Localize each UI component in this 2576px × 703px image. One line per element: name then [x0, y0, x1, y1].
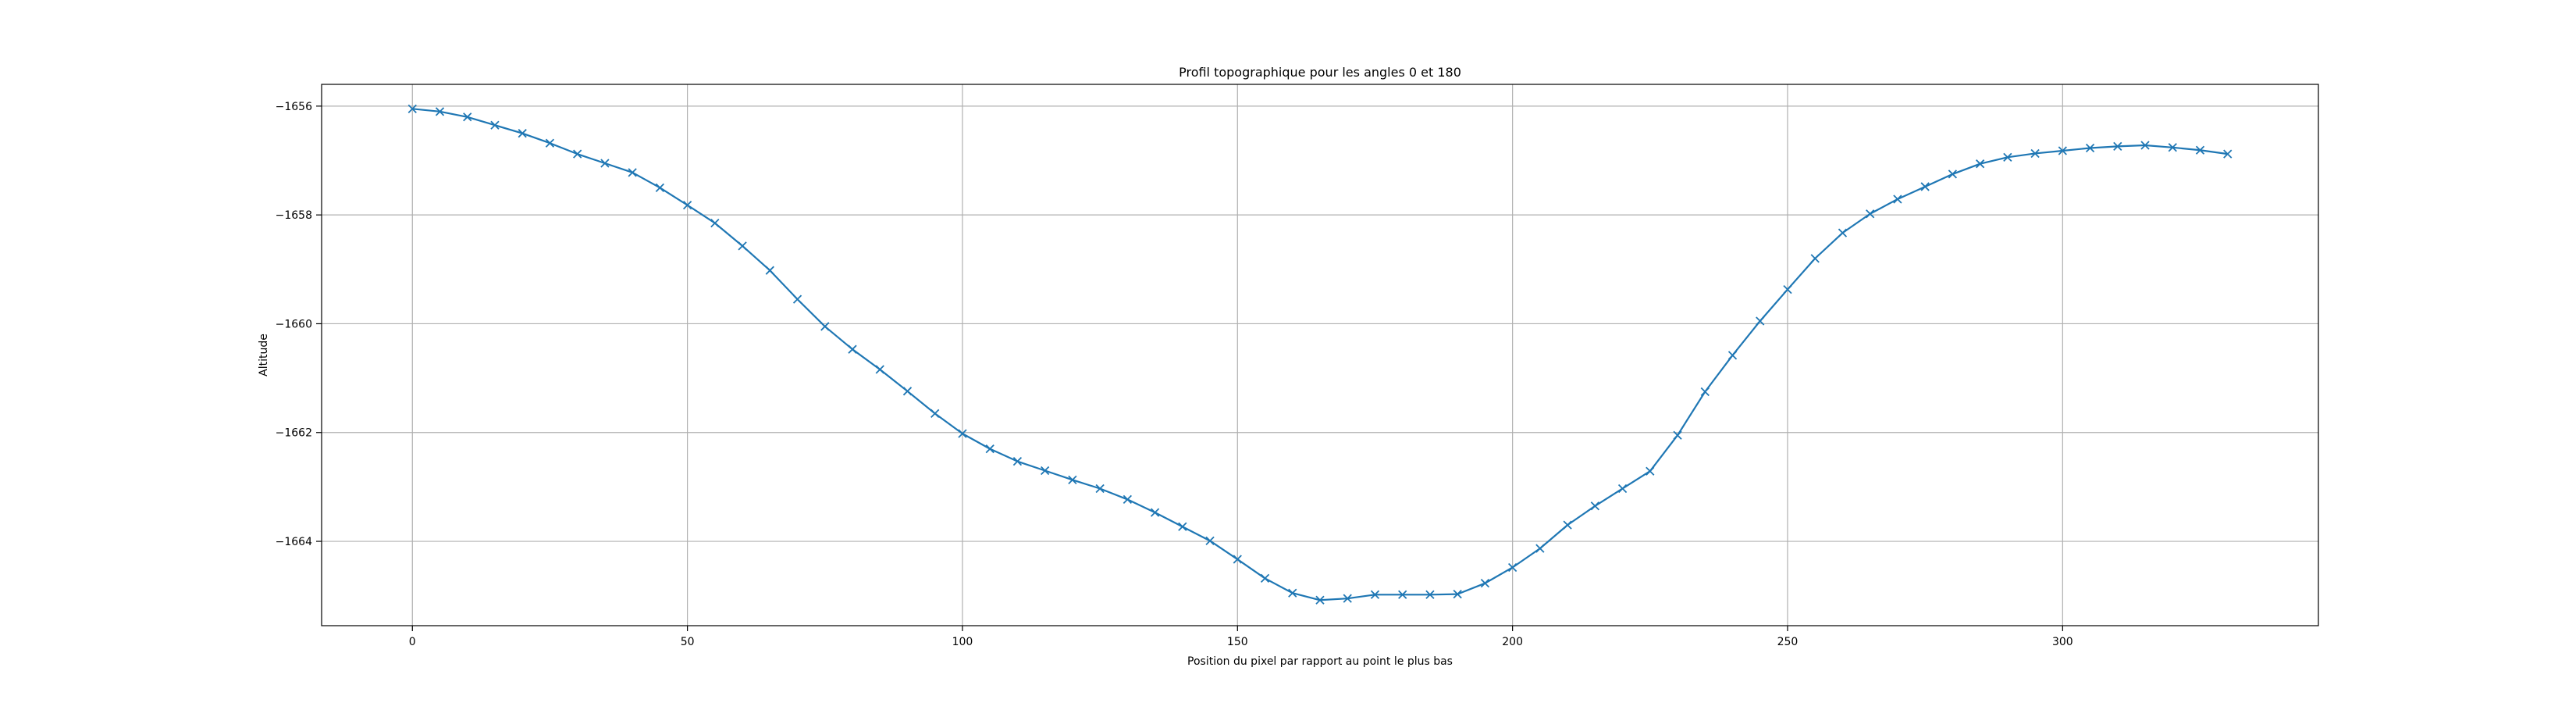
plot-frame [321, 84, 2319, 626]
data-point-marker [1700, 387, 1710, 397]
data-point-marker [792, 294, 802, 304]
data-point-marker [930, 409, 940, 419]
data-point-marker [958, 429, 967, 438]
data-point-marker [1893, 194, 1902, 204]
data-point-marker [463, 112, 472, 122]
x-tick-label: 200 [1502, 636, 1523, 648]
x-tick-label: 300 [2052, 636, 2073, 648]
grid [322, 84, 2318, 626]
data-point-marker [1150, 508, 1160, 517]
data-point-marker [1315, 595, 1325, 605]
data-point-marker [1727, 351, 1738, 360]
data-point-marker [1838, 228, 1848, 237]
data-point-marker [1123, 494, 1132, 505]
data-point-marker [1288, 588, 1297, 598]
data-point-marker [1646, 466, 1655, 476]
data-point-marker [738, 241, 747, 251]
data-point-marker [1535, 544, 1545, 553]
data-point-marker [1783, 284, 1792, 294]
data-point-marker [1975, 159, 1985, 169]
chart-title: Profil topographique pour les angles 0 e… [1179, 65, 1461, 80]
data-point-marker [1453, 589, 1462, 599]
series [407, 104, 2233, 605]
data-point-marker [1590, 501, 1599, 511]
data-point-marker [573, 149, 582, 159]
data-point-marker [2195, 145, 2205, 155]
data-point-marker [1480, 579, 1490, 588]
data-point-marker [2003, 152, 2012, 162]
data-point-marker [600, 159, 610, 168]
data-point-marker [1398, 590, 1407, 599]
data-point-marker [710, 218, 720, 228]
y-tick-label: −1660 [276, 318, 312, 330]
data-point-marker [1370, 590, 1380, 599]
data-point-marker [1617, 484, 1628, 494]
data-point-marker [1673, 430, 1682, 440]
data-point-marker [1205, 536, 1215, 545]
y-tick-label: −1658 [276, 209, 312, 222]
x-tick-label: 150 [1227, 636, 1248, 648]
data-point-marker [628, 168, 637, 177]
data-point-marker [1041, 466, 1050, 476]
x-tick-label: 0 [409, 636, 416, 648]
data-point-marker [1068, 475, 1077, 484]
data-point-marker [655, 183, 665, 192]
data-point-marker [2030, 148, 2040, 159]
data-point-marker [2223, 149, 2233, 159]
y-tick-label: −1664 [276, 536, 312, 548]
data-point-marker [407, 104, 417, 113]
data-point-marker [2085, 143, 2095, 153]
data-point-marker [1095, 484, 1105, 494]
data-point-marker [2168, 143, 2177, 152]
data-point-marker [2140, 141, 2150, 150]
data-point-marker [1012, 457, 1023, 466]
data-point-marker [1948, 170, 1958, 179]
data-point-marker [518, 129, 527, 138]
data-point-marker [820, 322, 830, 331]
data-point-marker [545, 138, 555, 148]
data-point-marker [1343, 594, 1352, 603]
data-point-marker [682, 200, 692, 210]
data-point-marker [1756, 316, 1765, 326]
data-point-marker [765, 266, 774, 275]
data-point-marker [1920, 182, 1930, 191]
data-point-marker [1233, 555, 1242, 564]
data-point-marker [2113, 141, 2122, 152]
data-point-marker [1810, 254, 1820, 263]
ticks: 0 50 100 150 200 250 300 −1656 −1658 −1660 −1662 −1… [276, 101, 2073, 648]
data-point-marker [1866, 209, 1875, 219]
y-tick-label: −1662 [276, 427, 312, 440]
data-point-marker [1260, 573, 1270, 583]
x-tick-label: 50 [681, 636, 695, 648]
x-tick-label: 250 [1777, 636, 1799, 648]
data-point-marker [875, 365, 884, 374]
data-point-marker [902, 387, 913, 396]
x-axis-label: Position du pixel par rapport au point l… [1187, 655, 1453, 668]
data-point-marker [435, 107, 445, 116]
data-point-marker [1508, 562, 1517, 573]
data-point-marker [490, 120, 500, 130]
y-tick-label: −1656 [276, 101, 312, 113]
data-point-marker [848, 344, 857, 354]
data-point-marker [1563, 520, 1572, 530]
data-point-marker [1178, 522, 1187, 531]
data-point-marker [1425, 590, 1435, 599]
data-point-marker [2058, 146, 2067, 155]
x-tick-label: 100 [952, 636, 973, 648]
data-point-marker [985, 444, 994, 454]
y-axis-label: Altitude [258, 334, 270, 376]
